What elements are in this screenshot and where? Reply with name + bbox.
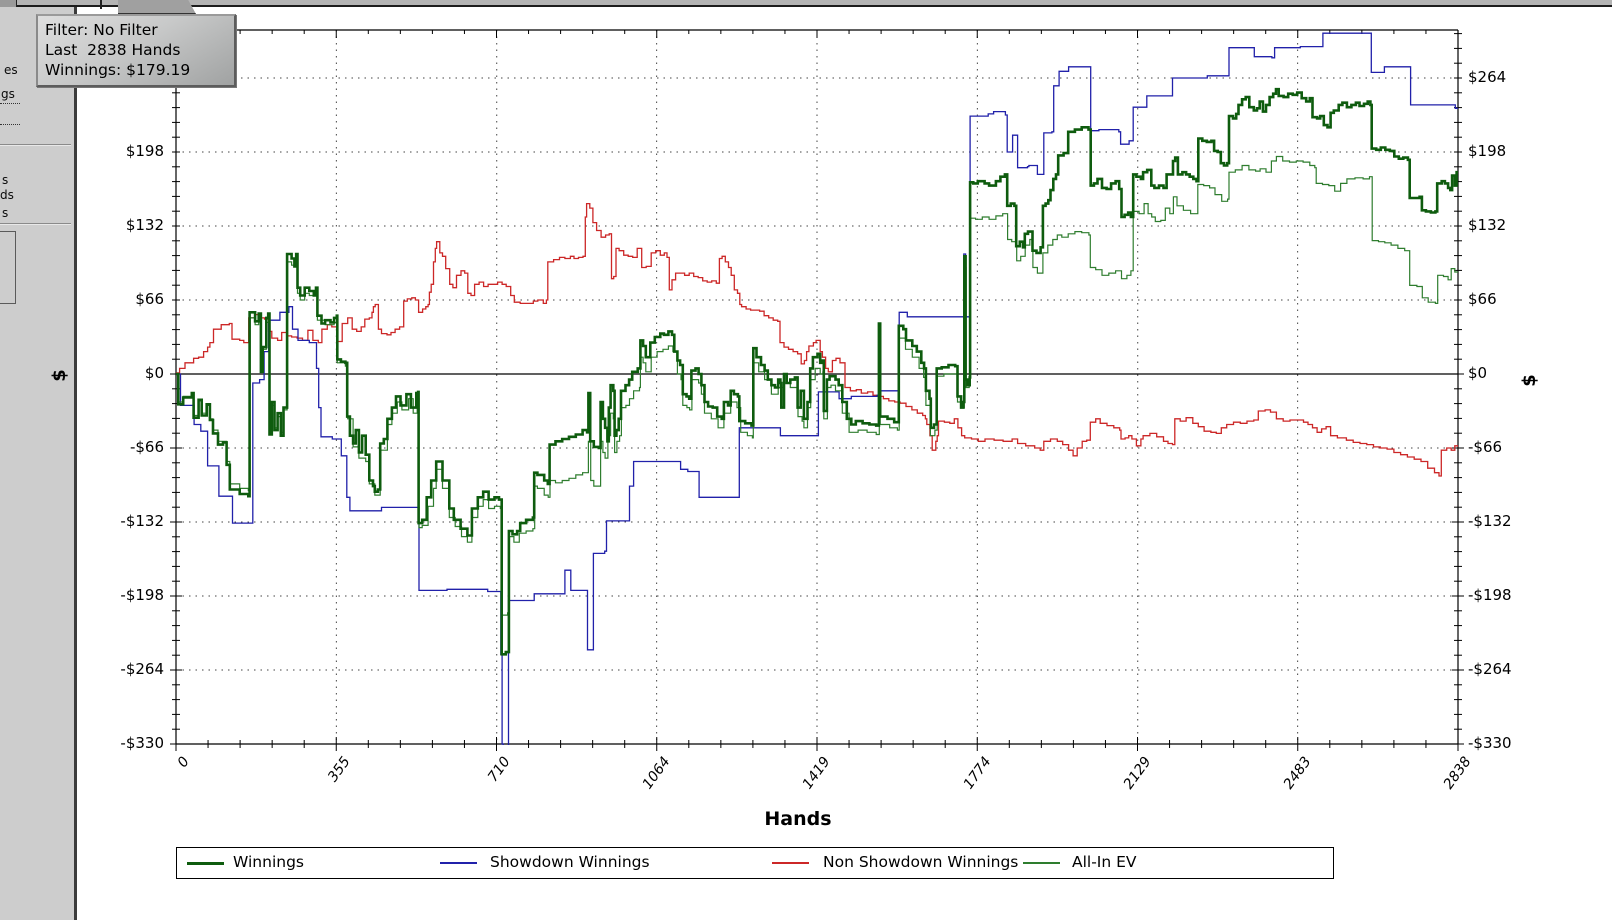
y-tick-label: -$330 xyxy=(120,734,164,752)
legend-label: Showdown Winnings xyxy=(490,853,650,871)
top-toolbar-tick xyxy=(100,0,102,9)
winnings-series-line xyxy=(176,87,1458,656)
y-tick-label-right: -$198 xyxy=(1468,586,1512,604)
sidebar-separator xyxy=(0,223,71,225)
sidebar-separator xyxy=(0,144,71,146)
tooltip-filter-line: Filter: No Filter xyxy=(45,21,158,39)
y-tick-label-right: $264 xyxy=(1468,68,1507,86)
y-tick-label-right: $198 xyxy=(1468,142,1507,160)
sidebar-item-fragment[interactable]: ds xyxy=(0,188,14,202)
sidebar-item-fragment[interactable]: s xyxy=(2,206,9,220)
legend-label: Non Showdown Winnings xyxy=(823,853,1019,871)
winnings-line-icon xyxy=(187,862,224,865)
sidebar-panel-box xyxy=(0,231,16,304)
y-tick-label-right: $0 xyxy=(1468,364,1488,382)
showdown-winnings-series-line xyxy=(176,32,1458,745)
y-tick-label: -$66 xyxy=(129,438,164,456)
legend-label: All-In EV xyxy=(1072,853,1137,871)
y-tick-label-right: $66 xyxy=(1468,290,1497,308)
all-in-ev-line-icon xyxy=(1023,862,1060,864)
y-tick-label: -$264 xyxy=(120,660,164,678)
y-axis-title-right: $ xyxy=(1518,374,1540,387)
y-tick-label-right: $132 xyxy=(1468,216,1507,234)
y-tick-label-right: -$264 xyxy=(1468,660,1512,678)
y-tick-label-right: -$330 xyxy=(1468,734,1512,752)
tooltip-hands-line: Last 2838 Hands xyxy=(45,41,181,59)
y-axis-title-left: $ xyxy=(48,369,70,382)
showdown-winnings-line-icon xyxy=(440,862,477,864)
sidebar-dotted-rule xyxy=(0,124,20,125)
non-showdown-winnings-series-line xyxy=(176,202,1458,477)
graph-tooltip: Filter: No Filter Last 2838 Hands Winnin… xyxy=(36,14,236,87)
series-group xyxy=(176,32,1458,745)
y-tick-label-right: -$66 xyxy=(1468,438,1503,456)
sidebar-item-fragment[interactable]: es xyxy=(4,63,18,77)
non-showdown-winnings-line-icon xyxy=(772,862,809,864)
y-tick-label: -$198 xyxy=(120,586,164,604)
sidebar-item-fragment[interactable]: gs xyxy=(1,87,15,101)
y-tick-label: $132 xyxy=(125,216,164,234)
sidebar: es gs s ds s xyxy=(0,7,77,920)
legend-label: Winnings xyxy=(233,853,304,871)
y-tick-label: $0 xyxy=(144,364,164,382)
top-tab-edge[interactable] xyxy=(118,0,196,14)
chart-legend: Winnings Showdown Winnings Non Showdown … xyxy=(176,847,1334,879)
all-in-ev-series-line xyxy=(176,155,1458,616)
y-tick-label: -$132 xyxy=(120,512,164,530)
y-tick-label: $66 xyxy=(135,290,164,308)
y-tick-label: $198 xyxy=(125,142,164,160)
x-axis-title: Hands xyxy=(764,808,832,830)
tooltip-winnings-line: Winnings: $179.19 xyxy=(45,61,191,79)
y-tick-label-right: -$132 xyxy=(1468,512,1512,530)
top-toolbar-strip xyxy=(0,0,1612,7)
sidebar-dotted-rule xyxy=(0,103,20,104)
sidebar-item-fragment[interactable]: s xyxy=(2,173,9,187)
